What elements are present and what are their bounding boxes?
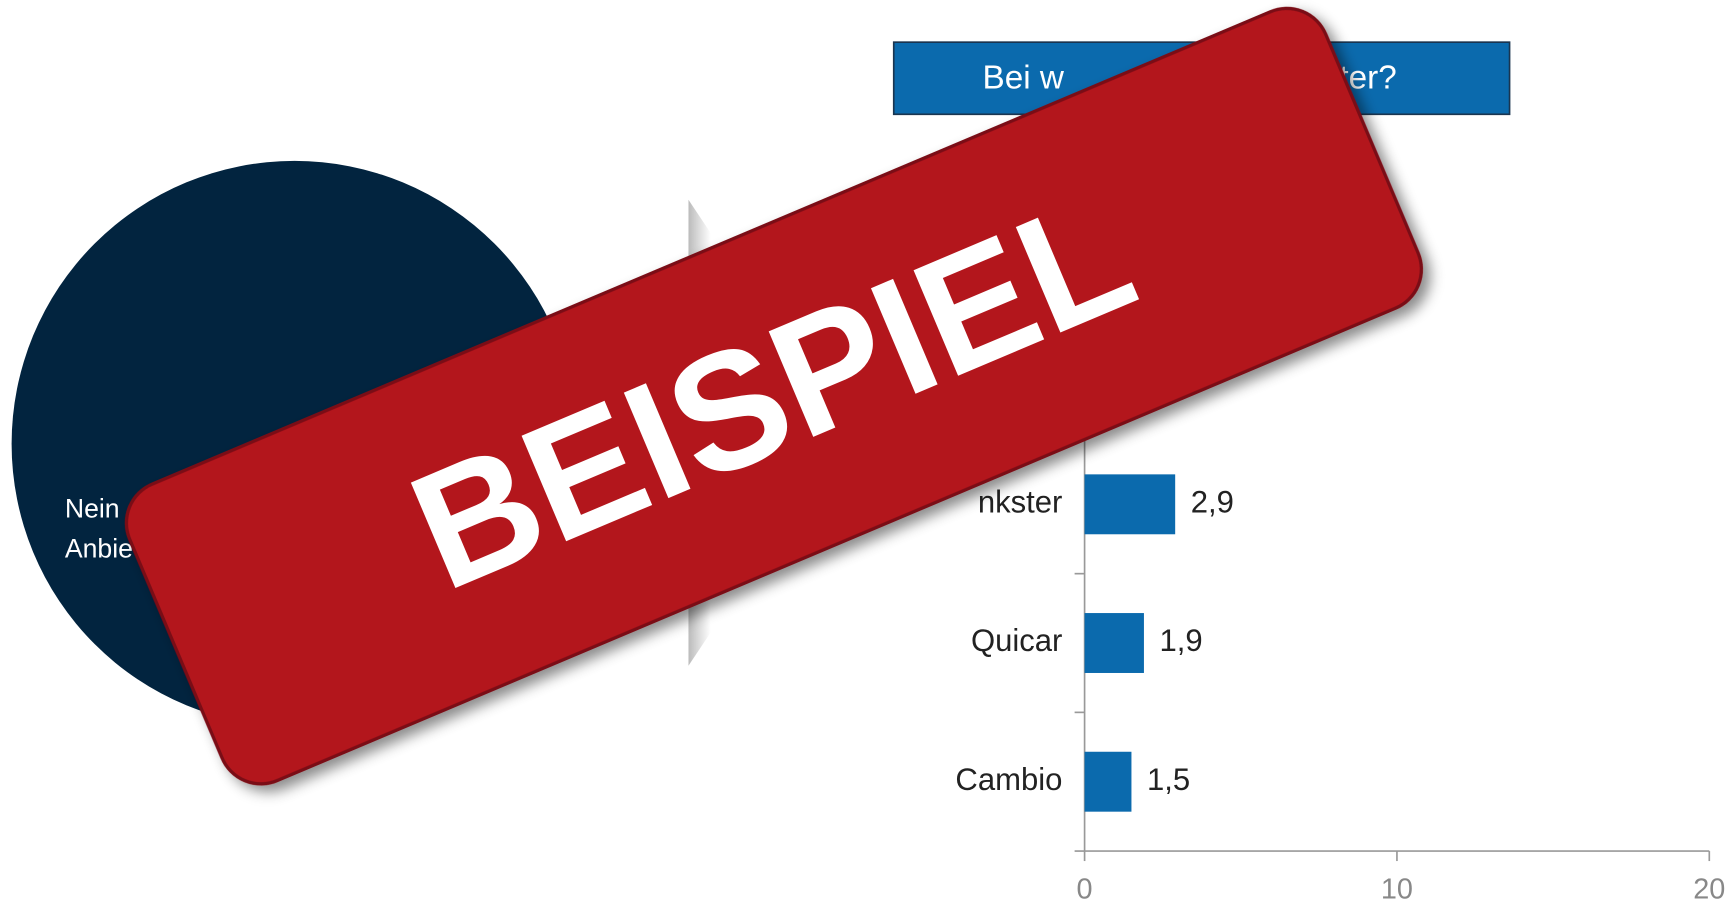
y-tick-label: nkster bbox=[978, 485, 1063, 520]
pie-label: Nein bbox=[65, 493, 120, 523]
x-tick-label: 0 bbox=[1077, 874, 1093, 901]
chart-title: Bei w bbox=[983, 60, 1065, 97]
bar bbox=[1085, 752, 1132, 812]
bar bbox=[1085, 474, 1176, 534]
value-label: 1,9 bbox=[1159, 623, 1202, 658]
bar-chart: 0 10 20 nkster 2,9 Quicar 1,9 Cambio 1,5 bbox=[955, 435, 1725, 901]
bar bbox=[1085, 613, 1144, 673]
pie-label: Anbie bbox=[65, 533, 133, 563]
y-tick-label: Quicar bbox=[971, 623, 1062, 658]
y-tick-label: Cambio bbox=[955, 762, 1062, 797]
value-label: 1,5 bbox=[1147, 762, 1190, 797]
page: Nein Anbie Bei w eter? 01020nkster2,9Qui… bbox=[0, 0, 1732, 901]
x-tick-label: 10 bbox=[1381, 874, 1413, 901]
x-tick-label: 20 bbox=[1693, 874, 1725, 901]
value-label: 2,9 bbox=[1191, 485, 1234, 520]
